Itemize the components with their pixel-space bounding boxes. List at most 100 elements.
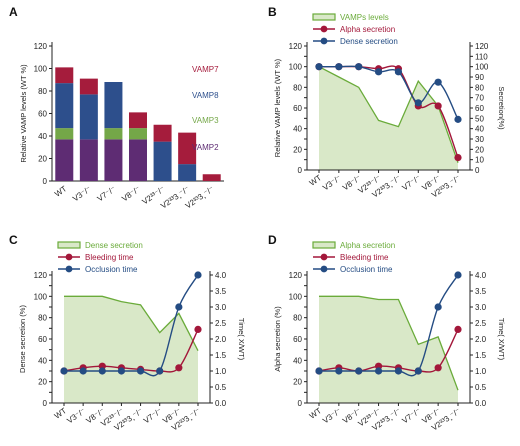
- y-tick-label: 0: [298, 166, 303, 175]
- y2-tick-label: 3.5: [215, 287, 227, 296]
- bar-vamp7: [55, 67, 74, 84]
- legend-label: Bleeding time: [340, 253, 389, 262]
- data-point: [454, 271, 462, 279]
- area-fill: [319, 66, 458, 170]
- legend-swatch-marker: [320, 253, 328, 261]
- y-tick-label: 120: [289, 42, 303, 51]
- legend-label: Occlusion time: [340, 265, 393, 274]
- y2-tick-label: 2.5: [475, 319, 487, 328]
- y2-axis-title: Time( X/WT): [497, 318, 506, 361]
- legend-label: Alpha secretion: [340, 25, 395, 34]
- legend-label: VAMP3: [192, 116, 219, 125]
- panel-d-letter: D: [268, 233, 277, 247]
- legend-swatch-marker: [320, 265, 328, 273]
- y-tick-label: 80: [38, 87, 47, 96]
- x-tick-label: V3⁻/⁻: [65, 406, 87, 425]
- x-tick-label: V3⁻/⁻: [321, 406, 343, 425]
- data-point: [434, 303, 442, 311]
- panel-a-chart: 0 20 40 60 80 100 120 Relative VAMP levels (WT …: [19, 42, 224, 211]
- data-point: [394, 68, 403, 76]
- y2-tick-label: 0.0: [475, 399, 487, 408]
- y-axis-title: Relative VAMP levels (WT %): [273, 58, 282, 157]
- legend-swatch-marker: [65, 253, 73, 261]
- bar-vamp2: [55, 139, 74, 181]
- bar-vamp8: [178, 164, 197, 181]
- y-tick-label: 120: [34, 271, 48, 280]
- bar-vamp7: [178, 132, 197, 165]
- y-tick-label: 0: [43, 177, 48, 186]
- bar-vamp7: [202, 174, 221, 181]
- y2-tick-label: 2.0: [215, 335, 227, 344]
- y2-tick-label: 80: [475, 83, 484, 92]
- y2-tick-label: 0.5: [215, 383, 227, 392]
- y-tick-label: 20: [293, 145, 302, 154]
- x-tick-label: V3⁻/⁻: [321, 173, 343, 192]
- y-tick-label: 60: [293, 104, 302, 113]
- bar-vamp7: [153, 124, 172, 142]
- y-tick-label: 60: [293, 335, 302, 344]
- data-point: [355, 367, 363, 375]
- y2-tick-label: 3.0: [215, 303, 227, 312]
- x-tick-label: V7⁻/⁻: [96, 184, 118, 203]
- data-point: [434, 78, 442, 86]
- legend-label: Dense secretion: [340, 37, 398, 46]
- data-point: [374, 367, 383, 375]
- bar-vamp2: [104, 139, 123, 181]
- data-point: [434, 102, 442, 110]
- y-tick-label: 40: [38, 132, 47, 141]
- bar-vamp8: [153, 141, 172, 181]
- data-point: [79, 367, 87, 375]
- data-point: [335, 63, 343, 71]
- legend-label: Bleeding time: [85, 253, 134, 262]
- y-tick-label: 100: [289, 63, 303, 72]
- area-line: [318, 66, 459, 163]
- bar-vamp7: [129, 112, 147, 129]
- y2-tick-label: 60: [475, 104, 484, 113]
- y2-tick-label: 0: [475, 166, 480, 175]
- bar-vamp8: [104, 82, 123, 129]
- panel-d-chart: 0 20 40 60 80 100 120 0.0 0.5 1.0 1.5 2.0 2.5 3.0 3.5 4…: [273, 241, 506, 433]
- y2-axis-title: Secretion(%): [497, 86, 506, 130]
- legend-label: VAMP8: [192, 91, 219, 100]
- panel-c-chart: 0 20 40 60 80 100 120 0.0 0.5 1.0 1.5 2.0 2.5 3.0 3.5 4…: [18, 241, 246, 433]
- x-tick-label: V7⁻/⁻: [401, 406, 423, 425]
- bar-vamp7: [79, 78, 98, 95]
- legend-swatch-marker: [320, 37, 328, 45]
- legend-label: Occlusion time: [85, 265, 138, 274]
- legend-label: VAMPs levels: [340, 13, 389, 22]
- data-point: [315, 63, 323, 71]
- data-point: [194, 271, 202, 279]
- y2-tick-label: 10: [475, 156, 484, 165]
- y2-tick-label: 1.5: [215, 351, 227, 360]
- y2-tick-label: 2.0: [475, 335, 487, 344]
- y2-tick-label: 1.0: [475, 367, 487, 376]
- y-tick-label: 40: [293, 125, 302, 134]
- x-tick-label: WT: [53, 184, 68, 199]
- data-point: [355, 63, 363, 71]
- y-tick-label: 80: [293, 314, 302, 323]
- x-tick-label: V3⁻/⁻: [71, 184, 93, 203]
- bar-vamp3: [55, 128, 74, 140]
- data-point: [414, 367, 422, 375]
- legend-label: Dense secretion: [85, 241, 143, 250]
- data-point: [454, 325, 462, 333]
- y-tick-label: 100: [34, 292, 48, 301]
- y-tick-label: 100: [34, 65, 48, 74]
- y-tick-label: 60: [38, 335, 47, 344]
- legend-swatch: [312, 241, 336, 249]
- y2-tick-label: 30: [475, 135, 484, 144]
- y2-tick-label: 70: [475, 94, 484, 103]
- legend-label: VAMP2: [192, 143, 219, 152]
- bar-vamp8: [55, 83, 74, 129]
- y2-tick-label: 4.0: [475, 271, 487, 280]
- panel-a-letter: A: [9, 5, 18, 19]
- y-tick-label: 120: [289, 271, 303, 280]
- data-point: [454, 154, 462, 162]
- area-line: [319, 295, 459, 391]
- y-tick-label: 40: [38, 356, 47, 365]
- y2-tick-label: 90: [475, 73, 484, 82]
- data-point: [374, 68, 383, 76]
- bar-vamp8: [79, 94, 98, 140]
- y2-tick-label: 1.0: [215, 367, 227, 376]
